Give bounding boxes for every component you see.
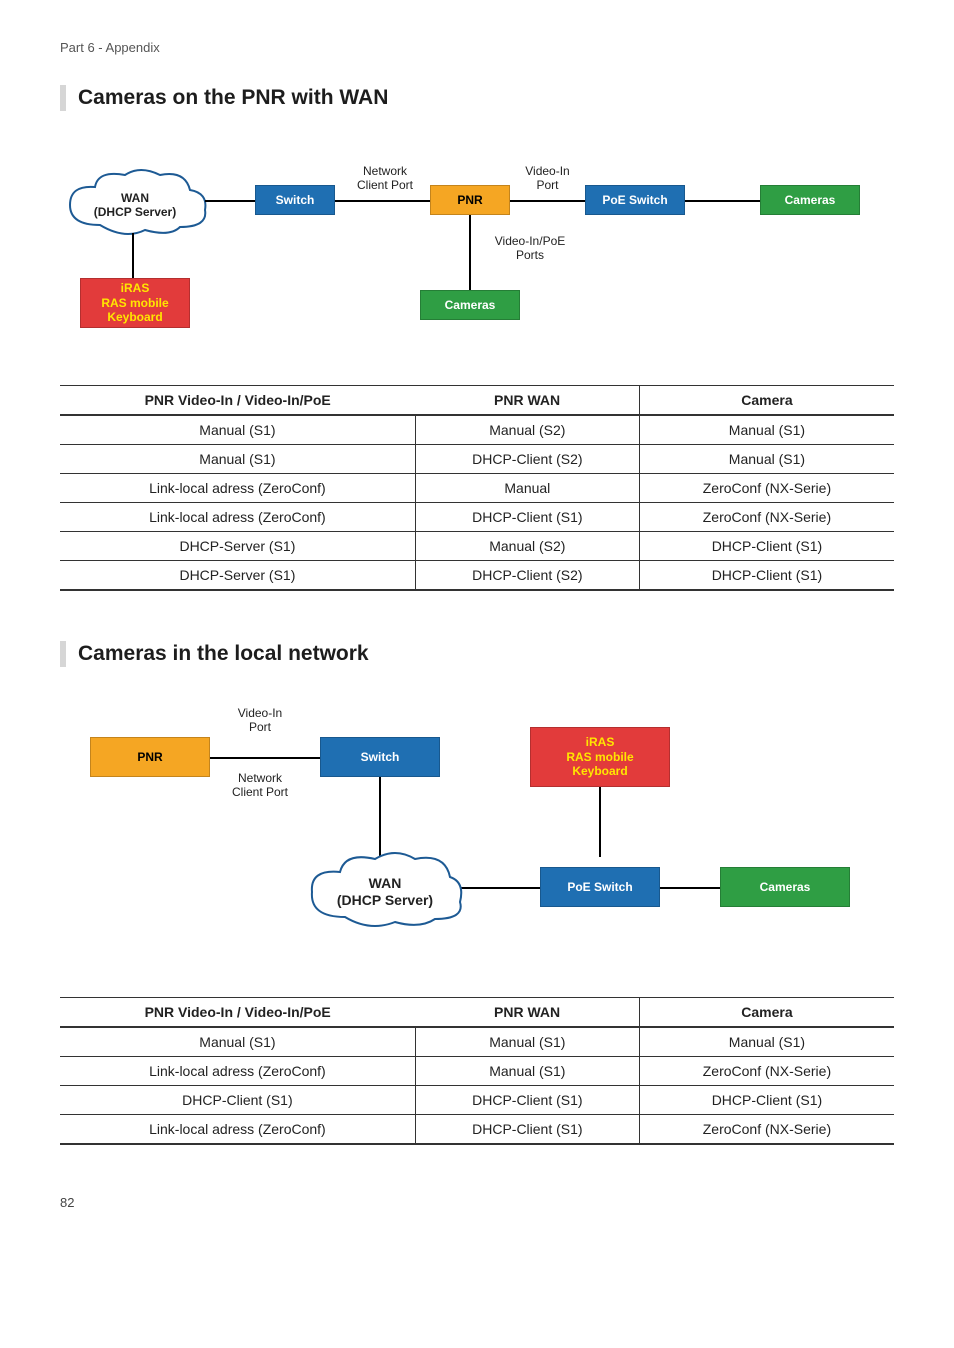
td: DHCP-Client (S1) (415, 1115, 639, 1145)
wan-cloud-label-2: WAN (DHCP Server) (337, 875, 433, 909)
th: Camera (639, 386, 894, 416)
pnr-box-2: PNR (90, 737, 210, 777)
th: PNR Video-In / Video-In/PoE (60, 998, 415, 1028)
network-client-port-label-2: Network Client Port (220, 772, 300, 800)
connector (210, 757, 320, 759)
connector (685, 200, 760, 202)
td: DHCP-Client (S2) (415, 561, 639, 591)
th: Camera (639, 998, 894, 1028)
td: Manual (S1) (60, 415, 415, 445)
wan-cloud-2: WAN (DHCP Server) (300, 847, 470, 937)
td: Manual (S1) (639, 1027, 894, 1057)
table-row: Manual (S1)DHCP-Client (S2)Manual (S1) (60, 445, 894, 474)
td: DHCP-Client (S1) (415, 1086, 639, 1115)
table-row: Link-local adress (ZeroConf)DHCP-Client … (60, 503, 894, 532)
connector (660, 887, 720, 889)
connector (599, 787, 601, 857)
td: DHCP-Server (S1) (60, 561, 415, 591)
page-header: Part 6 - Appendix (60, 40, 894, 55)
page-number: 82 (60, 1195, 894, 1210)
section2-title-row: Cameras in the local network (60, 641, 894, 667)
network-client-port-label: Network Client Port (345, 165, 425, 193)
diagram-1: WAN (DHCP Server) Switch Network Client … (60, 135, 894, 345)
td: DHCP-Client (S1) (639, 1086, 894, 1115)
td: DHCP-Client (S1) (639, 532, 894, 561)
td: Link-local adress (ZeroConf) (60, 1115, 415, 1145)
switch-box: Switch (255, 185, 335, 215)
section-bar-icon (60, 85, 66, 111)
wan-cloud: WAN (DHCP Server) (60, 165, 210, 245)
connector (510, 200, 585, 202)
poe-switch-box: PoE Switch (585, 185, 685, 215)
connector (132, 233, 134, 278)
table-header-row: PNR Video-In / Video-In/PoE PNR WAN Came… (60, 998, 894, 1028)
td: Manual (S1) (415, 1057, 639, 1086)
cameras-right-box: Cameras (760, 185, 860, 215)
td: Manual (S2) (415, 532, 639, 561)
td: Manual (S1) (639, 445, 894, 474)
td: DHCP-Client (S1) (639, 561, 894, 591)
cameras-box-2: Cameras (720, 867, 850, 907)
td: DHCP-Server (S1) (60, 532, 415, 561)
th: PNR Video-In / Video-In/PoE (60, 386, 415, 416)
table-row: DHCP-Server (S1)Manual (S2)DHCP-Client (… (60, 532, 894, 561)
connector (470, 887, 540, 889)
td: DHCP-Client (S2) (415, 445, 639, 474)
table-row: Link-local adress (ZeroConf)ManualZeroCo… (60, 474, 894, 503)
switch-box-2: Switch (320, 737, 440, 777)
td: ZeroConf (NX-Serie) (639, 503, 894, 532)
section1-title: Cameras on the PNR with WAN (78, 86, 388, 110)
video-in-port-label: Video-In Port (515, 165, 580, 193)
table-row: Link-local adress (ZeroConf)DHCP-Client … (60, 1115, 894, 1145)
td: Manual (S1) (60, 445, 415, 474)
iras-box-2: iRAS RAS mobile Keyboard (530, 727, 670, 787)
td: Manual (S2) (415, 415, 639, 445)
td: Link-local adress (ZeroConf) (60, 503, 415, 532)
table-row: DHCP-Client (S1)DHCP-Client (S1)DHCP-Cli… (60, 1086, 894, 1115)
th: PNR WAN (415, 386, 639, 416)
diagram-2: PNR Video-In Port Network Client Port Sw… (60, 697, 894, 957)
connector (205, 200, 255, 202)
connector (469, 215, 471, 290)
td: Link-local adress (ZeroConf) (60, 474, 415, 503)
video-in-poe-label: Video-In/PoE Ports (485, 235, 575, 263)
section2-title: Cameras in the local network (78, 642, 369, 666)
section1-title-row: Cameras on the PNR with WAN (60, 85, 894, 111)
table-1: PNR Video-In / Video-In/PoE PNR WAN Came… (60, 385, 894, 591)
poe-switch-box-2: PoE Switch (540, 867, 660, 907)
td: ZeroConf (NX-Serie) (639, 1115, 894, 1145)
table-row: Manual (S1)Manual (S1)Manual (S1) (60, 1027, 894, 1057)
wan-cloud-label: WAN (DHCP Server) (94, 191, 176, 220)
th: PNR WAN (415, 998, 639, 1028)
table-row: DHCP-Server (S1)DHCP-Client (S2)DHCP-Cli… (60, 561, 894, 591)
td: ZeroConf (NX-Serie) (639, 1057, 894, 1086)
table-row: Manual (S1)Manual (S2)Manual (S1) (60, 415, 894, 445)
table-header-row: PNR Video-In / Video-In/PoE PNR WAN Came… (60, 386, 894, 416)
td: Manual (S1) (639, 415, 894, 445)
td: DHCP-Client (S1) (60, 1086, 415, 1115)
section-bar-icon (60, 641, 66, 667)
connector (335, 200, 430, 202)
table-2: PNR Video-In / Video-In/PoE PNR WAN Came… (60, 997, 894, 1145)
iras-box: iRAS RAS mobile Keyboard (80, 278, 190, 328)
td: DHCP-Client (S1) (415, 503, 639, 532)
td: Manual (S1) (60, 1027, 415, 1057)
td: Link-local adress (ZeroConf) (60, 1057, 415, 1086)
td: Manual (S1) (415, 1027, 639, 1057)
pnr-box: PNR (430, 185, 510, 215)
video-in-port-label-2: Video-In Port (220, 707, 300, 735)
cameras-bottom-box: Cameras (420, 290, 520, 320)
td: Manual (415, 474, 639, 503)
table-row: Link-local adress (ZeroConf)Manual (S1)Z… (60, 1057, 894, 1086)
td: ZeroConf (NX-Serie) (639, 474, 894, 503)
